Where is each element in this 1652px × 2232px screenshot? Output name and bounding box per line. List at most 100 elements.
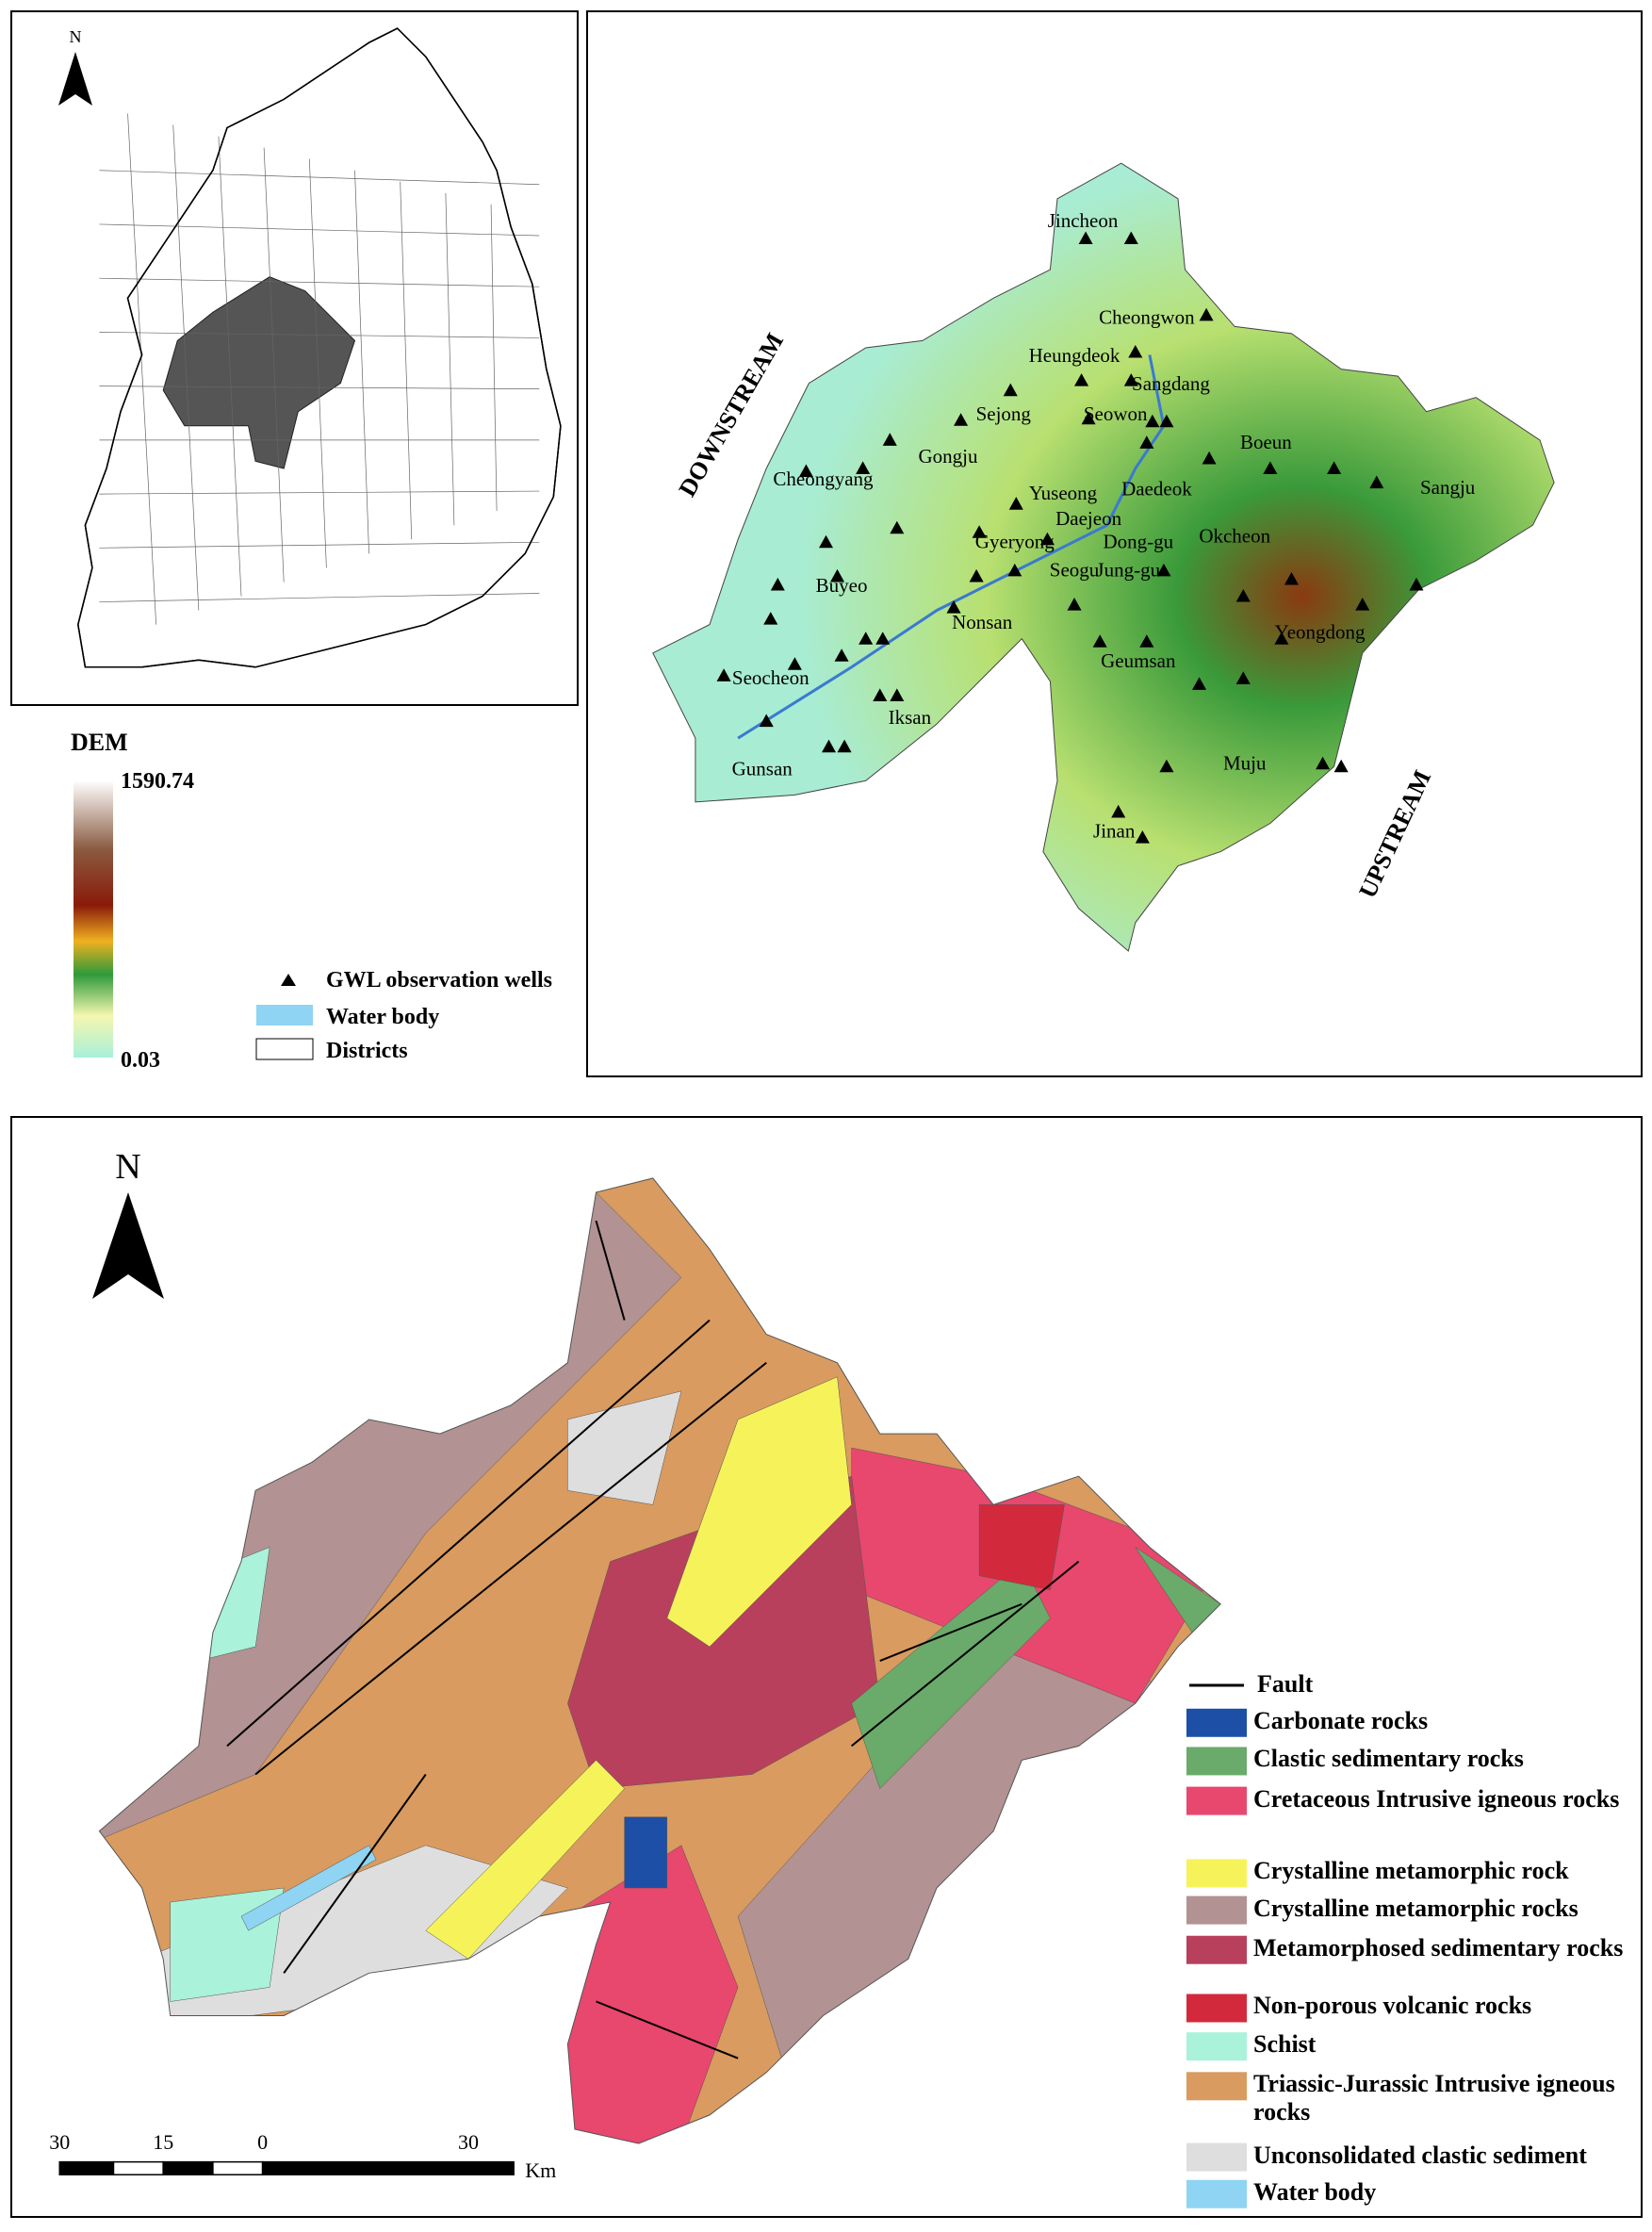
legend-swatch	[1186, 1859, 1247, 1888]
place-label: Seocheon	[732, 666, 810, 689]
legend-swatch	[1186, 2179, 1247, 2208]
well	[1139, 435, 1154, 449]
geology-unit	[666, 1376, 852, 1648]
well	[1145, 414, 1160, 428]
well	[1008, 497, 1023, 510]
legend-swatch	[1186, 1935, 1247, 1964]
legend-label: Fault	[1257, 1670, 1314, 1698]
district-line	[99, 593, 540, 602]
scale-segment	[162, 2160, 214, 2175]
north-label: N	[70, 27, 82, 46]
legend-label: Triassic-Jurassic Intrusive igneous rock…	[1253, 2070, 1615, 2126]
scale-segment	[212, 2160, 264, 2175]
legend-label: Crystalline metamorphic rocks	[1253, 1894, 1578, 1922]
legend-label: Crystalline metamorphic rock	[1253, 1857, 1569, 1885]
legend-label: Unconsolidated clastic sediment	[1253, 2141, 1587, 2169]
legend-swatch	[1186, 1786, 1247, 1815]
scale-label: 30	[49, 2130, 70, 2154]
scale-label: 0	[257, 2130, 268, 2154]
place-label: Daedeok	[1121, 478, 1192, 501]
well	[1202, 451, 1217, 465]
geology-unit	[425, 1760, 625, 1960]
well	[969, 568, 984, 583]
legend-label: 1590.74	[121, 769, 194, 794]
fault	[879, 1602, 1022, 1662]
place-label: Jincheon	[1048, 209, 1119, 232]
district-line	[172, 124, 200, 611]
well	[1123, 231, 1138, 244]
fault	[254, 1361, 767, 1776]
place-label: Cheongwon	[1099, 305, 1195, 328]
legend-label: Cretaceous Intrusive igneous rocks	[1253, 1784, 1620, 1813]
district-line	[99, 170, 540, 186]
fault	[596, 2000, 739, 2060]
well	[1128, 345, 1143, 358]
fault	[595, 1220, 626, 1321]
well	[1159, 759, 1174, 773]
district-line	[127, 113, 157, 625]
geology-unit	[240, 1845, 377, 1931]
district-line	[99, 223, 540, 237]
scale-segment	[58, 2160, 115, 2175]
well	[1235, 671, 1251, 684]
district-line	[99, 541, 540, 549]
well	[1199, 307, 1214, 321]
legend-swatch	[1186, 1747, 1247, 1776]
well	[1274, 632, 1289, 645]
north-label: N	[115, 1147, 140, 1187]
legend-label: Schist	[1253, 2030, 1317, 2059]
river	[737, 354, 1166, 740]
legend-label: GWL observation wells	[326, 968, 552, 993]
well-symbol	[281, 974, 296, 986]
place-label: Gongju	[919, 445, 979, 468]
legend-swatch	[1186, 2142, 1247, 2172]
well	[946, 600, 961, 614]
place-label: Sangju	[1420, 476, 1476, 499]
district-line	[400, 181, 413, 540]
well	[1284, 571, 1299, 585]
place-label: Jinan	[1093, 820, 1136, 843]
geology-unit	[624, 1816, 668, 1889]
scale-label: 30	[458, 2130, 479, 2154]
place-label: Sejong	[976, 402, 1032, 425]
well	[1039, 532, 1055, 546]
place-label: Daejeon	[1055, 507, 1121, 530]
legend-label: Carbonate rocks	[1253, 1706, 1429, 1734]
dem-colorbar	[74, 780, 113, 1058]
district-line	[490, 204, 498, 512]
well	[819, 534, 833, 549]
place-label: Cheongyang	[773, 468, 874, 490]
place-label: Nonsan	[952, 611, 1013, 633]
place-label: Okcheon	[1199, 524, 1270, 547]
legend-label: Water body	[326, 1005, 439, 1029]
well	[1409, 577, 1424, 591]
well	[1263, 461, 1278, 474]
well	[1333, 759, 1349, 773]
north-arrow	[92, 1192, 164, 1299]
district-swatch	[255, 1038, 314, 1060]
study-region	[162, 276, 356, 469]
place-label: Geumsan	[1101, 649, 1176, 672]
place-label: Gyeryong	[975, 530, 1055, 552]
district-line	[99, 277, 540, 287]
well	[1111, 804, 1126, 818]
place-label: Seowon	[1084, 402, 1148, 425]
district-line	[99, 490, 540, 495]
well	[798, 464, 813, 477]
geology-unit	[978, 1504, 1065, 1590]
legend-swatch	[1186, 1994, 1247, 2023]
geology-units	[99, 1178, 1221, 2144]
legend-label: Water body	[1253, 2177, 1377, 2206]
scale-label: 15	[153, 2130, 173, 2154]
place-label: Sangdang	[1132, 372, 1210, 395]
well	[763, 612, 778, 625]
well	[1078, 231, 1093, 244]
well	[1316, 756, 1331, 770]
legend-symbols	[255, 974, 314, 1060]
well	[1081, 411, 1096, 425]
region-label: UPSTREAM	[1353, 766, 1436, 902]
legend-title: DEM	[71, 729, 128, 756]
place-label: Boeun	[1240, 431, 1292, 453]
district-line	[263, 147, 285, 583]
well	[1092, 634, 1107, 648]
